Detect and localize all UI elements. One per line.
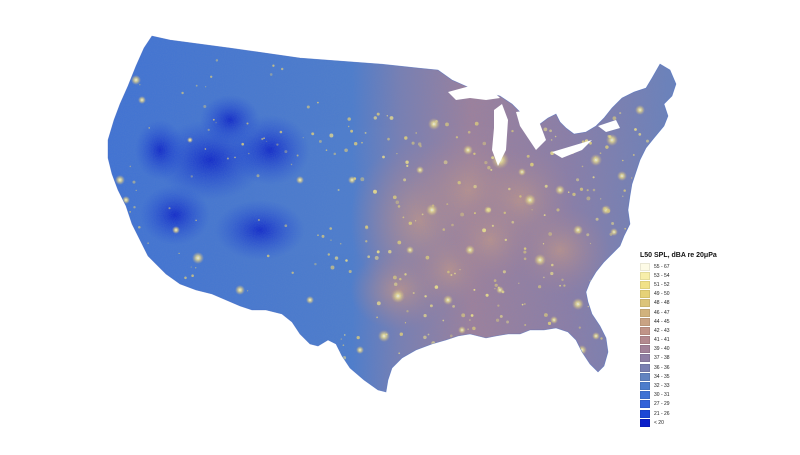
legend-label: 34 - 35 <box>654 373 670 380</box>
legend-label: 37 - 38 <box>654 355 670 362</box>
legend-label: 30 - 31 <box>654 392 670 399</box>
legend-entry: < 20 <box>640 418 750 427</box>
legend-swatch <box>640 363 650 372</box>
legend-label: 36 - 36 <box>654 364 670 371</box>
legend-entry: 51 - 52 <box>640 280 750 289</box>
legend-entry: 27 - 29 <box>640 400 750 409</box>
legend-label: 27 - 29 <box>654 401 670 408</box>
legend-swatch <box>640 336 650 345</box>
legend-entry: 34 - 35 <box>640 372 750 381</box>
us-map-fill <box>108 36 676 392</box>
legend-swatch <box>640 382 650 391</box>
legend-label: 44 - 45 <box>654 318 670 325</box>
legend-label: 39 - 40 <box>654 346 670 353</box>
legend-swatch <box>640 308 650 317</box>
legend-swatch <box>640 354 650 363</box>
legend-entry: 37 - 38 <box>640 354 750 363</box>
legend-swatch <box>640 271 650 280</box>
legend-title: L50 SPL, dBA re 20μPa <box>640 252 717 259</box>
legend-entry: 21 - 26 <box>640 409 750 418</box>
legend-swatch <box>640 299 650 308</box>
legend-swatch <box>640 400 650 409</box>
legend-swatch <box>640 262 650 271</box>
legend-label: < 20 <box>654 419 664 426</box>
legend-label: 42 - 43 <box>654 327 670 334</box>
legend-label: 46 - 47 <box>654 309 670 316</box>
legend-entry: 46 - 47 <box>640 308 750 317</box>
legend-label: 49 - 50 <box>654 291 670 298</box>
legend-label: 32 - 33 <box>654 383 670 390</box>
legend-entry: 39 - 40 <box>640 345 750 354</box>
legend-entry: 44 - 45 <box>640 317 750 326</box>
legend-swatch <box>640 391 650 400</box>
legend-swatch <box>640 418 650 427</box>
legend-label: 41 - 41 <box>654 337 670 344</box>
legend-entry: 48 - 48 <box>640 299 750 308</box>
legend-label: 51 - 52 <box>654 281 670 288</box>
legend-entries: 55 - 67 53 - 54 51 - 52 49 - 50 48 - 48 46 - … <box>640 262 750 427</box>
legend-entry: 41 - 41 <box>640 336 750 345</box>
legend-entry: 55 - 67 <box>640 262 750 271</box>
legend-swatch <box>640 326 650 335</box>
legend-entry: 49 - 50 <box>640 290 750 299</box>
legend-swatch <box>640 409 650 418</box>
legend-label: 21 - 26 <box>654 410 670 417</box>
legend-entry: 32 - 33 <box>640 381 750 391</box>
great-lakes <box>448 86 620 166</box>
legend-swatch <box>640 345 650 354</box>
legend-entry: 53 - 54 <box>640 271 750 280</box>
legend-swatch <box>640 280 650 289</box>
legend-swatch <box>640 290 650 299</box>
legend-entry: 42 - 43 <box>640 326 750 335</box>
legend-label: 53 - 54 <box>654 272 670 279</box>
legend-label: 55 - 67 <box>654 263 670 270</box>
legend-entry: 30 - 31 <box>640 391 750 400</box>
legend-swatch <box>640 317 650 326</box>
legend-swatch <box>640 372 650 381</box>
legend-entry: 36 - 36 <box>640 363 750 372</box>
legend-label: 48 - 48 <box>654 300 670 307</box>
map-legend: L50 SPL, dBA re 20μPa 55 - 67 53 - 54 51 -… <box>640 252 750 427</box>
